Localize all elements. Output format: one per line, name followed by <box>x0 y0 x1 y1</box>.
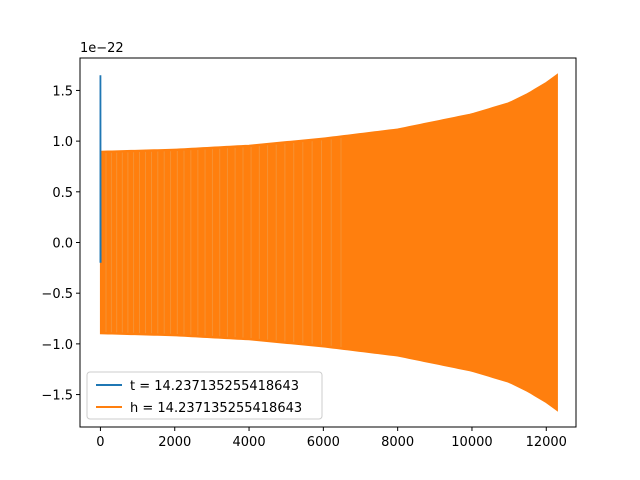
x-tick-label: 0 <box>96 435 104 450</box>
y-offset-label: 1e−22 <box>80 41 124 56</box>
y-tick-label: −1.0 <box>41 338 73 353</box>
x-tick-label: 12000 <box>526 435 567 450</box>
legend: t = 14.237135255418643 h = 14.2371352554… <box>86 371 323 420</box>
plot-area <box>99 73 558 412</box>
series-h-waveform <box>99 73 558 412</box>
y-tick-label: 0.5 <box>52 186 73 201</box>
y-tick-label: 1.5 <box>52 84 73 99</box>
y-tick-label: −0.5 <box>41 287 73 302</box>
x-tick-label: 10000 <box>451 435 492 450</box>
y-tick-label: −1.5 <box>41 389 73 404</box>
x-tick-label: 6000 <box>307 435 340 450</box>
legend-frame <box>86 371 323 420</box>
legend-label-series-t: t = 14.237135255418643 <box>130 379 299 394</box>
legend-label-series-h: h = 14.237135255418643 <box>130 401 302 416</box>
y-tick-label: 0.0 <box>52 237 73 252</box>
y-tick-label: 1.0 <box>52 135 73 150</box>
x-tick-label: 2000 <box>158 435 191 450</box>
x-tick-label: 8000 <box>381 435 414 450</box>
axis-ticks: 0 2000 4000 6000 8000 10000 12000 1.5 1.0 0.5 0.0 −… <box>41 84 567 450</box>
x-tick-label: 4000 <box>233 435 266 450</box>
